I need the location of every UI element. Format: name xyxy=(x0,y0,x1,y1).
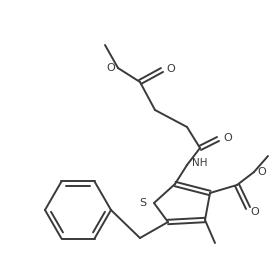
Text: O: O xyxy=(223,133,232,143)
Text: O: O xyxy=(166,64,175,74)
Text: O: O xyxy=(106,63,115,73)
Text: O: O xyxy=(257,167,266,177)
Text: O: O xyxy=(250,207,259,217)
Text: S: S xyxy=(139,198,146,208)
Text: NH: NH xyxy=(192,158,207,168)
